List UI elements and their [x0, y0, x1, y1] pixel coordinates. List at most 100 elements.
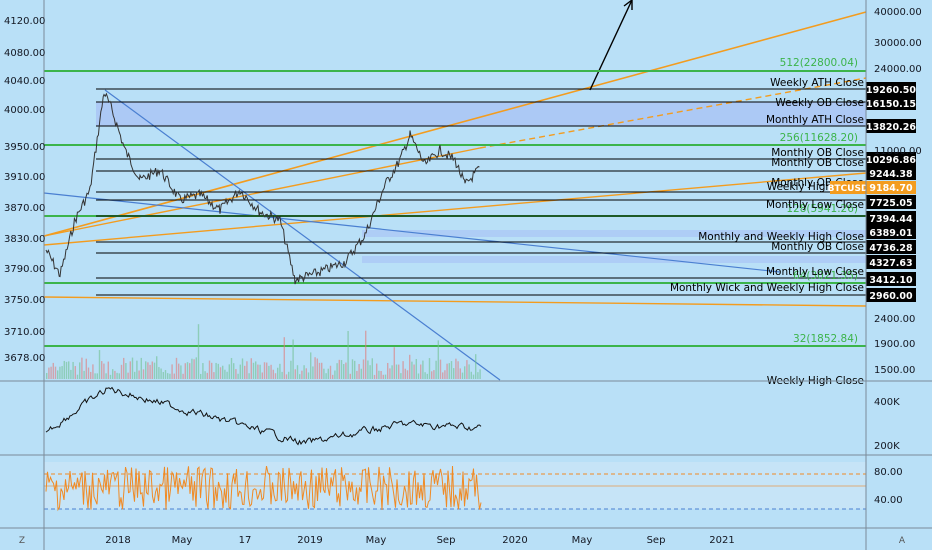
left-axis-tick: 3910.00: [4, 172, 45, 183]
left-axis-tick: 3750.00: [4, 295, 45, 306]
volume-bar: [246, 361, 248, 379]
volume-bar: [318, 362, 321, 379]
price-box-label: 13820.26: [866, 122, 916, 133]
volume-bar: [162, 372, 164, 379]
left-axis-tick: 3950.00: [4, 142, 45, 153]
volume-bar: [457, 361, 459, 379]
volume-bar: [343, 364, 345, 379]
volume-bar: [81, 357, 83, 379]
volume-bar: [428, 358, 431, 379]
level-label: Monthly and Weekly High Close: [698, 231, 864, 243]
x-axis-tick: 2021: [709, 535, 734, 546]
volume-bar: [424, 372, 426, 379]
volume-bar: [435, 360, 437, 379]
volume-bar: [398, 364, 400, 379]
price-box: [866, 119, 916, 133]
volume-bar: [136, 360, 138, 379]
volume-bar: [112, 369, 114, 379]
price-box: [866, 195, 916, 209]
volume-bar: [169, 373, 171, 379]
price-box-label: 16150.15: [866, 99, 916, 110]
volume-bar: [107, 361, 109, 379]
volume-bar: [105, 373, 107, 379]
price-box: [866, 82, 916, 96]
volume-bar: [257, 364, 259, 379]
volume-bar: [90, 371, 92, 379]
left-axis-tick: 3830.00: [4, 234, 45, 245]
x-axis-tick: May: [366, 535, 387, 546]
volume-bar: [391, 365, 393, 379]
volume-bar: [235, 369, 237, 379]
level-label: Monthly Low Close: [766, 266, 864, 278]
volume-bar: [323, 368, 325, 379]
fib-label: 64(3021.35): [793, 270, 858, 282]
left-axis-tick: 4120.00: [4, 16, 45, 27]
volume-bar: [193, 359, 195, 379]
volume-bar: [74, 366, 76, 379]
volume-bar: [450, 361, 453, 379]
volume-bar: [138, 370, 140, 379]
volume-bar: [125, 363, 127, 379]
price-box-label: 19260.50: [866, 85, 916, 96]
x-axis-tick: 2019: [297, 535, 322, 546]
ob-zone: [362, 256, 866, 263]
osc1-axis-tick: 200K: [874, 441, 900, 452]
volume-bar: [266, 362, 268, 379]
volume-bar: [329, 365, 332, 379]
volume-bar: [226, 371, 228, 379]
x-axis-tick: 17: [239, 535, 252, 546]
volume-bar: [367, 360, 369, 379]
volume-bar: [167, 373, 169, 379]
volume-bar: [380, 371, 382, 379]
volume-bar: [417, 373, 420, 379]
volume-bar: [395, 364, 398, 379]
volume-bar: [307, 372, 310, 379]
trend-line: [43, 192, 781, 273]
trend-line: [43, 172, 867, 246]
volume-bar: [461, 372, 464, 379]
level-label: Monthly Wick and Weekly High Close: [670, 282, 864, 294]
volume-bar: [92, 364, 94, 379]
volume-bar: [151, 361, 153, 379]
left-axis-tick: 3710.00: [4, 327, 45, 338]
level-label: Monthly OB Close: [771, 147, 864, 159]
volume-bar: [453, 368, 455, 379]
volume-bar: [294, 369, 296, 379]
x-axis-tick: 2018: [105, 535, 130, 546]
right-axis-tick: 30000.00: [874, 38, 922, 49]
volume-bar: [464, 366, 466, 379]
volume-bar: [248, 373, 250, 379]
volume-bar: [384, 374, 387, 379]
volume-bar: [446, 363, 448, 379]
volume-bar: [79, 362, 81, 379]
volume-bar: [160, 368, 162, 379]
volume-bar: [292, 339, 294, 379]
left-axis-tick: 3790.00: [4, 264, 45, 275]
volume-bar: [288, 371, 290, 379]
volume-bar: [189, 363, 191, 379]
right-axis-tick: 11000.00: [874, 146, 922, 157]
osc2-axis-tick: 40.00: [874, 495, 903, 506]
level-label: Monthly ATH Close: [766, 114, 864, 126]
symbol-tag-label: BTCUSD: [828, 184, 869, 194]
volume-bar: [415, 358, 417, 379]
volume-bar: [349, 373, 351, 379]
volume-bar: [371, 358, 373, 379]
volume-bar: [281, 371, 283, 379]
price-box: [866, 166, 916, 180]
volume-bar: [63, 360, 65, 379]
trend-line: [589, 0, 633, 91]
volume-bar: [433, 370, 435, 379]
volume-bar: [83, 370, 85, 379]
volume-bar: [101, 361, 103, 379]
volume-bar: [65, 361, 68, 379]
volume-bar: [46, 372, 48, 379]
price-box: [866, 211, 916, 225]
price-box: [866, 152, 916, 166]
fib-label: 32(1852.84): [793, 333, 858, 345]
volume-bar: [158, 367, 160, 379]
volume-bar: [393, 347, 395, 379]
volume-bar: [466, 360, 468, 379]
x-axis-tick: May: [572, 535, 593, 546]
volume-bar: [153, 362, 156, 379]
